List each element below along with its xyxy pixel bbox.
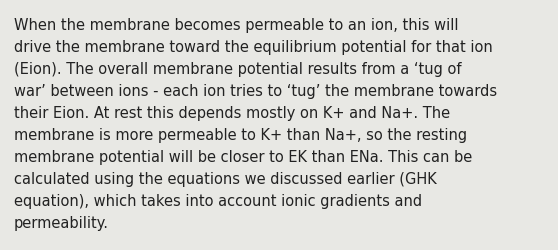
Text: When the membrane becomes permeable to an ion, this will: When the membrane becomes permeable to a… <box>14 18 459 32</box>
Text: their Eion. At rest this depends mostly on K+ and Na+. The: their Eion. At rest this depends mostly … <box>14 106 450 120</box>
Text: membrane potential will be closer to EK than ENa. This can be: membrane potential will be closer to EK … <box>14 150 472 164</box>
Text: drive the membrane toward the equilibrium potential for that ion: drive the membrane toward the equilibriu… <box>14 40 493 54</box>
Text: war’ between ions - each ion tries to ‘tug’ the membrane towards: war’ between ions - each ion tries to ‘t… <box>14 84 497 98</box>
Text: (Eion). The overall membrane potential results from a ‘tug of: (Eion). The overall membrane potential r… <box>14 62 461 76</box>
Text: equation), which takes into account ionic gradients and: equation), which takes into account ioni… <box>14 194 422 208</box>
Text: calculated using the equations we discussed earlier (GHK: calculated using the equations we discus… <box>14 172 437 186</box>
Text: membrane is more permeable to K+ than Na+, so the resting: membrane is more permeable to K+ than Na… <box>14 128 467 142</box>
Text: permeability.: permeability. <box>14 216 109 230</box>
